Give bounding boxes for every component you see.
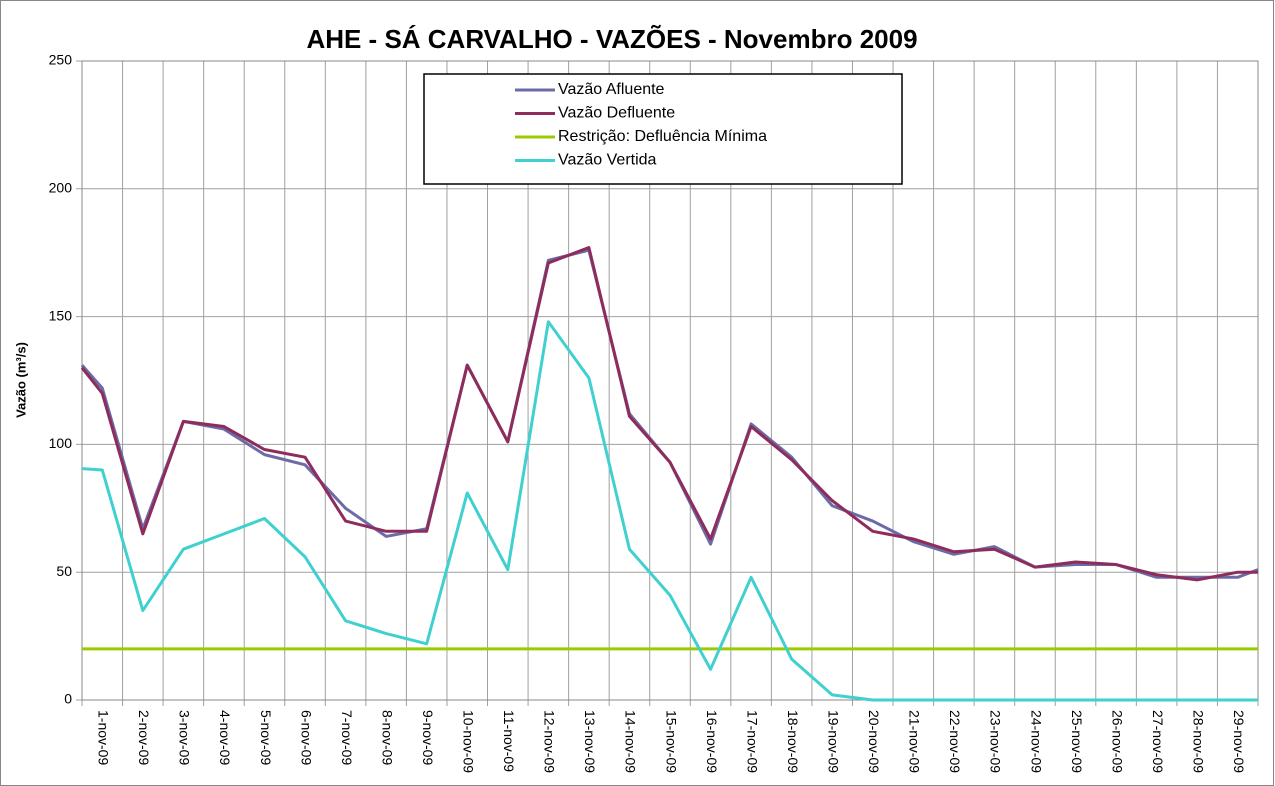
x-tick-label: 10-nov-09 [461, 710, 477, 773]
x-tick-label: 29-nov-09 [1231, 710, 1247, 773]
x-tick-label: 20-nov-09 [866, 710, 882, 773]
y-tick-label: 100 [49, 435, 73, 451]
x-tick-label: 25-nov-09 [1069, 710, 1085, 773]
legend-label: Vazão Defluente [558, 105, 675, 122]
x-tick-label: 22-nov-09 [947, 710, 963, 773]
y-tick-label: 200 [49, 180, 73, 196]
x-tick-label: 3-nov-09 [177, 710, 193, 765]
x-tick-label: 27-nov-09 [1150, 710, 1166, 773]
x-tick-label: 15-nov-09 [663, 710, 679, 773]
y-axis-label: Vazão (m³/s) [13, 342, 28, 418]
x-tick-label: 26-nov-09 [1109, 710, 1125, 773]
x-tick-label: 23-nov-09 [988, 710, 1004, 773]
x-tick-label: 17-nov-09 [744, 710, 760, 773]
legend-label: Vazão Afluente [558, 81, 665, 98]
series-line [80, 246, 1258, 582]
x-tick-label: 14-nov-09 [623, 710, 639, 773]
y-tick-label: 50 [56, 563, 72, 579]
series-line [81, 320, 1258, 702]
legend-label: Vazão Vertida [558, 152, 657, 169]
x-tick-label: 11-nov-09 [501, 710, 517, 772]
x-tick-label: 24-nov-09 [1028, 710, 1044, 773]
x-tick-label: 5-nov-09 [258, 710, 274, 765]
x-tick-label: 8-nov-09 [379, 710, 395, 765]
x-tick-label: 28-nov-09 [1190, 710, 1206, 773]
x-tick-label: 12-nov-09 [542, 710, 558, 773]
x-tick-label: 4-nov-09 [217, 710, 233, 765]
x-tick-label: 18-nov-09 [785, 710, 801, 773]
x-tick-label: 1-nov-09 [96, 710, 112, 765]
x-tick-label: 16-nov-09 [704, 710, 720, 773]
y-tick-label: 0 [64, 691, 72, 707]
legend-label: Restrição: Defluência Mínima [558, 128, 767, 145]
x-tick-label: 6-nov-09 [298, 710, 314, 765]
x-tick-label: 9-nov-09 [420, 710, 436, 765]
x-tick-label: 21-nov-09 [907, 710, 923, 773]
y-tick-label: 250 [49, 52, 73, 68]
x-tick-label: 7-nov-09 [339, 710, 355, 765]
chart-title: AHE - SÁ CARVALHO - VAZÕES - Novembro 20… [306, 24, 917, 54]
legend-box [423, 73, 903, 185]
x-tick-label: 2-nov-09 [136, 710, 152, 765]
plot-border [81, 60, 1259, 701]
x-tick-label: 19-nov-09 [826, 710, 842, 773]
y-tick-label: 150 [49, 307, 73, 323]
x-tick-label: 13-nov-09 [582, 710, 598, 773]
